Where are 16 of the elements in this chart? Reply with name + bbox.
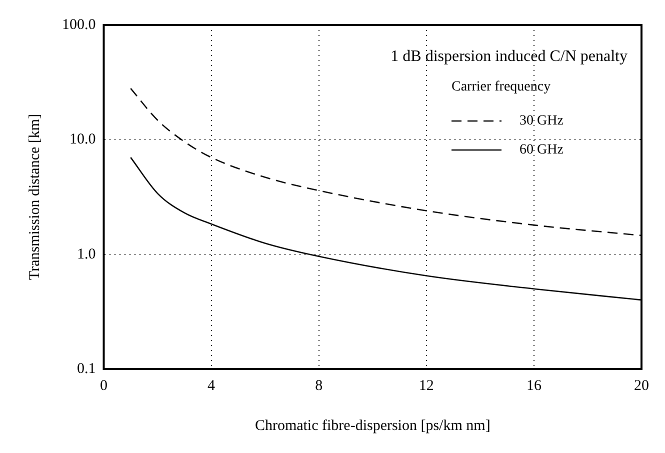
legend-label: 60 GHz	[520, 142, 564, 158]
legend-title: Carrier frequency	[452, 80, 551, 95]
y-axis-title: Transmission distance [km]	[26, 114, 43, 280]
x-tick-label: 12	[418, 378, 434, 394]
x-tick-label: 16	[526, 378, 542, 394]
y-tick-label: 1.0	[77, 246, 96, 262]
y-tick-label: 100.0	[62, 16, 96, 33]
x-tick-label: 8	[315, 378, 323, 394]
y-tick-label: 0.1	[77, 360, 96, 377]
x-tick-label: 20	[634, 378, 649, 394]
y-tick-label: 10.0	[70, 132, 96, 148]
legend-label: 30 GHz	[520, 114, 564, 129]
text: 1 dB dispersion induced C/N penalty	[390, 48, 628, 66]
x-tick-label: 4	[208, 378, 216, 394]
x-tick-label: 0	[100, 378, 108, 394]
x-axis-title: Chromatic fibre-dispersion [ps/km nm]	[254, 418, 490, 434]
